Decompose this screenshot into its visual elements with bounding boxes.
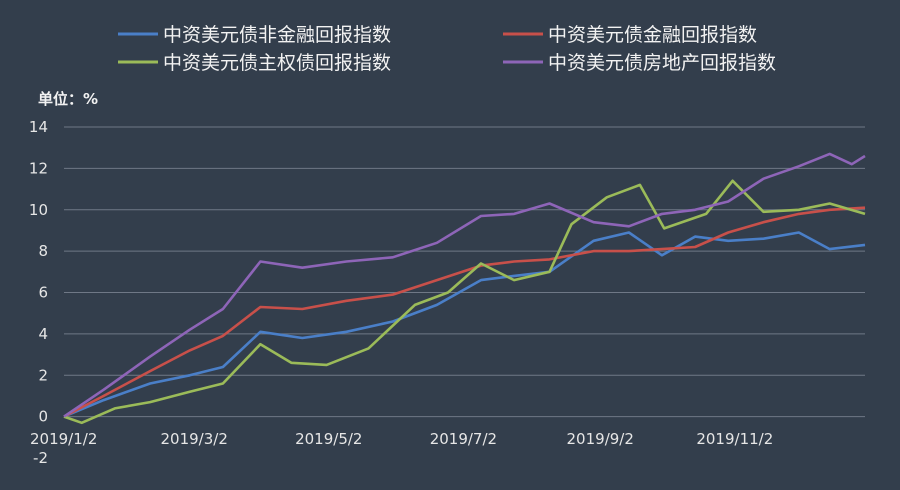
gridlines (64, 126, 865, 418)
y-tick-label: 2 (38, 366, 48, 384)
series-lines (63, 152, 866, 425)
y-tick-label: 6 (38, 284, 48, 302)
x-tick-label: 2019/1/2 (30, 430, 97, 448)
series-line-2 (63, 206, 866, 418)
series-line-1 (63, 231, 866, 418)
x-tick-label: 2019/5/2 (295, 430, 362, 448)
x-tick-label: 2019/11/2 (696, 430, 773, 448)
legend-label: 中资美元债金融回报指数 (548, 24, 757, 46)
x-tick-label: 2019/3/2 (161, 430, 228, 448)
y-axis-ticks: 14 12 10 8 6 4 2 0 -2 (29, 118, 48, 467)
y-tick-label: 10 (29, 201, 48, 219)
x-tick-label: 2019/9/2 (567, 430, 634, 448)
series-line-3 (63, 179, 866, 425)
y-tick-label: 14 (29, 118, 48, 136)
y-tick-label: -2 (33, 449, 48, 467)
y-tick-label: 12 (29, 159, 48, 177)
legend-label: 中资美元债房地产回报指数 (548, 52, 776, 74)
x-tick-label: 2019/7/2 (430, 430, 497, 448)
legend-label: 中资美元债主权债回报指数 (163, 52, 391, 74)
series-line-4 (63, 152, 866, 418)
unit-label: 单位：% (38, 90, 98, 108)
legend-label: 中资美元债非金融回报指数 (163, 24, 391, 46)
y-tick-label: 0 (38, 408, 48, 426)
y-tick-label: 8 (38, 242, 48, 260)
x-axis-ticks: 2019/1/2 2019/3/2 2019/5/2 2019/7/2 2019/9/2… (30, 430, 773, 448)
y-tick-label: 4 (38, 325, 48, 343)
